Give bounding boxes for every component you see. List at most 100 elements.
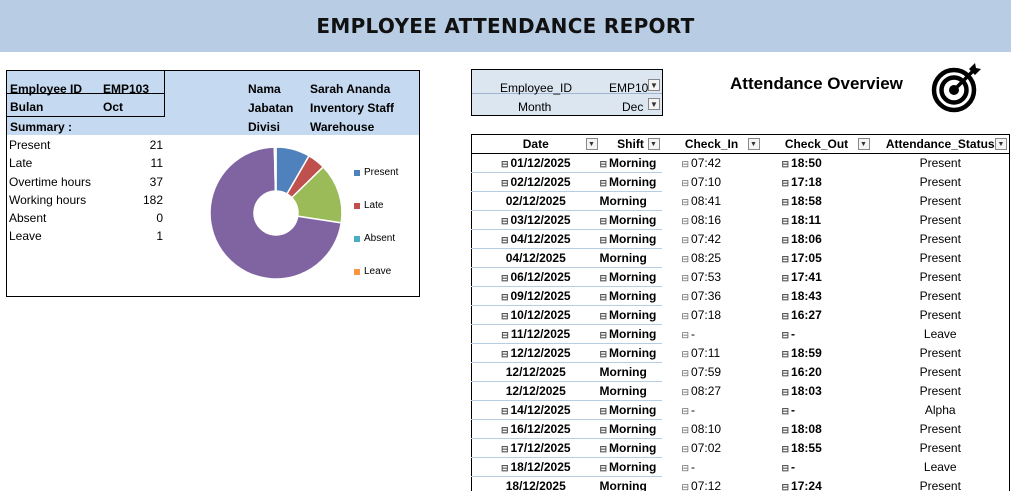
cell-date[interactable]: ⊟ 09/12/2025 [471,286,600,306]
collapse-icon[interactable]: ⊟ [781,216,790,226]
collapse-icon[interactable]: ⊟ [681,463,690,473]
collapse-icon[interactable]: ⊟ [781,444,790,454]
cell-check-in[interactable]: ⊟ 07:42 [662,154,762,173]
collapse-icon[interactable]: ⊟ [500,159,509,169]
collapse-icon[interactable]: ⊟ [599,463,608,473]
cell-date[interactable]: ⊟ 04/12/2025 [471,229,600,249]
collapse-icon[interactable]: ⊟ [681,292,690,302]
cell-check-in[interactable]: ⊟ 07:59 [662,363,762,382]
collapse-icon[interactable]: ⊟ [781,254,790,264]
cell-status[interactable]: Present [871,286,1010,306]
cell-check-out[interactable]: ⊟ 18:59 [762,344,872,363]
cell-check-out[interactable]: ⊟ 18:08 [762,420,872,439]
header-check-in[interactable]: Check_In ▼ [661,134,762,154]
cell-status[interactable]: Present [871,362,1010,382]
collapse-icon[interactable]: ⊟ [500,235,509,245]
cell-status[interactable]: Present [871,191,1010,211]
collapse-icon[interactable]: ⊟ [781,197,790,207]
cell-shift[interactable]: Morning [599,381,662,401]
cell-check-out[interactable]: ⊟ 18:58 [762,192,872,211]
collapse-icon[interactable]: ⊟ [681,197,690,207]
cell-check-out[interactable]: ⊟ 17:05 [762,249,872,268]
collapse-icon[interactable]: ⊟ [781,482,790,491]
collapse-icon[interactable]: ⊟ [781,330,790,340]
filter-icon[interactable]: ▼ [648,79,660,91]
collapse-icon[interactable]: ⊟ [681,254,690,264]
collapse-icon[interactable]: ⊟ [681,235,690,245]
collapse-icon[interactable]: ⊟ [781,311,790,321]
cell-check-in[interactable]: ⊟ 07:12 [662,477,762,491]
cell-shift[interactable]: ⊟ Morning [599,267,662,287]
dropdown-arrow-icon[interactable]: ▼ [585,138,598,150]
cell-status[interactable]: Alpha [871,400,1010,420]
filter-icon[interactable]: ▼ [648,98,660,110]
cell-shift[interactable]: Morning [599,248,662,268]
cell-check-in[interactable]: ⊟ 07:18 [662,306,762,325]
table-row[interactable]: ⊟ 11/12/2025 ⊟ Morning ⊟ - ⊟ - Leave [471,324,1010,344]
cell-status[interactable]: Present [871,476,1010,491]
table-row[interactable]: 18/12/2025 Morning ⊟ 07:12 ⊟ 17:24 Present [471,476,1010,491]
cell-check-in[interactable]: ⊟ 08:10 [662,420,762,439]
cell-shift[interactable]: ⊟ Morning [599,400,662,420]
cell-date[interactable]: ⊟ 16/12/2025 [471,419,600,439]
cell-status[interactable]: Present [871,267,1010,287]
collapse-icon[interactable]: ⊟ [599,311,608,321]
cell-status[interactable]: Present [871,172,1010,192]
dropdown-arrow-icon[interactable]: ▼ [995,138,1007,150]
cell-check-out[interactable]: ⊟ 18:06 [762,230,872,249]
cell-check-out[interactable]: ⊟ 16:27 [762,306,872,325]
cell-check-out[interactable]: ⊟ 18:03 [762,382,872,401]
filter-employee-id[interactable]: Employee_ID EMP10 ▼ [472,70,662,95]
table-row[interactable]: ⊟ 02/12/2025 ⊟ Morning ⊟ 07:10 ⊟ 17:18 Present [471,172,1010,192]
collapse-icon[interactable]: ⊟ [781,368,790,378]
collapse-icon[interactable]: ⊟ [500,406,509,416]
collapse-icon[interactable]: ⊟ [599,159,608,169]
cell-status[interactable]: Present [871,153,1010,173]
cell-check-out[interactable]: ⊟ - [762,401,872,420]
cell-date[interactable]: ⊟ 06/12/2025 [471,267,600,287]
cell-check-in[interactable]: ⊟ 08:27 [662,382,762,401]
cell-check-out[interactable]: ⊟ 16:20 [762,363,872,382]
cell-check-in[interactable]: ⊟ 07:36 [662,287,762,306]
header-check-out[interactable]: Check_Out ▼ [761,134,872,154]
cell-date[interactable]: ⊟ 03/12/2025 [471,210,600,230]
table-row[interactable]: ⊟ 14/12/2025 ⊟ Morning ⊟ - ⊟ - Alpha [471,400,1010,420]
collapse-icon[interactable]: ⊟ [781,159,790,170]
cell-status[interactable]: Present [871,229,1010,249]
cell-check-out[interactable]: ⊟ 18:50 [762,154,872,173]
cell-date[interactable]: ⊟ 18/12/2025 [471,457,600,477]
table-row[interactable]: ⊟ 10/12/2025 ⊟ Morning ⊟ 07:18 ⊟ 16:27 Present [471,305,1010,325]
cell-check-out[interactable]: ⊟ - [762,325,872,344]
collapse-icon[interactable]: ⊟ [500,444,509,454]
collapse-icon[interactable]: ⊟ [599,406,608,416]
cell-check-out[interactable]: ⊟ 17:18 [762,173,872,192]
cell-check-in[interactable]: ⊟ 08:41 [662,192,762,211]
collapse-icon[interactable]: ⊟ [681,406,690,416]
cell-status[interactable]: Leave [871,324,1010,344]
collapse-icon[interactable]: ⊟ [500,463,509,473]
cell-date[interactable]: ⊟ 12/12/2025 [471,343,600,363]
collapse-icon[interactable]: ⊟ [781,349,790,359]
collapse-icon[interactable]: ⊟ [781,406,790,416]
collapse-icon[interactable]: ⊟ [681,159,690,170]
collapse-icon[interactable]: ⊟ [599,444,608,454]
cell-check-in[interactable]: ⊟ - [662,401,762,420]
collapse-icon[interactable]: ⊟ [500,349,509,359]
collapse-icon[interactable]: ⊟ [781,273,790,283]
cell-date[interactable]: ⊟ 02/12/2025 [471,172,600,192]
collapse-icon[interactable]: ⊟ [781,178,790,188]
filter-employee-id-value[interactable]: EMP10 [609,81,649,95]
filter-month-value[interactable]: Dec [622,100,644,114]
cell-check-in[interactable]: ⊟ 07:10 [662,173,762,192]
cell-check-out[interactable]: ⊟ 18:55 [762,439,872,458]
collapse-icon[interactable]: ⊟ [681,311,690,321]
collapse-icon[interactable]: ⊟ [599,330,608,340]
table-row[interactable]: ⊟ 18/12/2025 ⊟ Morning ⊟ - ⊟ - Leave [471,457,1010,477]
cell-status[interactable]: Present [871,210,1010,230]
cell-check-in[interactable]: ⊟ 07:42 [662,230,762,249]
collapse-icon[interactable]: ⊟ [681,387,690,397]
collapse-icon[interactable]: ⊟ [781,235,790,245]
cell-status[interactable]: Present [871,438,1010,458]
collapse-icon[interactable]: ⊟ [681,425,690,435]
header-date[interactable]: Date ▼ [471,134,600,154]
